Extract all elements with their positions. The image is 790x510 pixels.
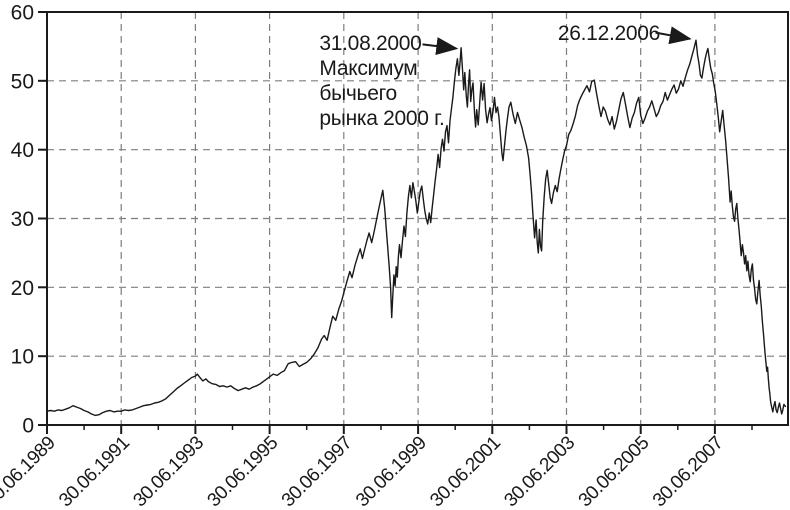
x-tick-label: 30.06.1993 — [129, 433, 208, 510]
y-tick-label: 30 — [11, 208, 34, 231]
x-tick-label: 30.06.1995 — [204, 433, 283, 510]
y-tick-label: 0 — [22, 415, 34, 438]
annotation-0-line-0: 31.08.2000 — [319, 32, 421, 55]
price-line — [46, 39, 787, 417]
x-tick-label: 30.06.1991 — [55, 433, 134, 510]
y-tick-label: 20 — [11, 277, 34, 300]
x-tick-label: 30.06.2003 — [500, 433, 579, 510]
annotation-1-arrow — [655, 26, 692, 45]
annotation-0-line-3: рынка 2000 г. — [319, 107, 444, 130]
annotation-1-line-0: 26.12.2006 — [558, 22, 660, 45]
x-tick-label: 30.06.2005 — [575, 433, 654, 510]
y-tick-label: 50 — [11, 70, 34, 93]
x-tick-label: 30.06.2007 — [649, 433, 728, 510]
annotation-0-line-2: бычьего — [319, 82, 396, 105]
x-tick-label: 30.06.1997 — [278, 433, 357, 510]
x-tick-label: 30.06.2001 — [426, 433, 505, 510]
y-tick-label: 60 — [11, 2, 34, 25]
x-tick-label: 30.06.1989 — [0, 433, 60, 510]
annotation-0-arrow — [422, 37, 459, 56]
x-tick-label: 30.06.1999 — [352, 433, 431, 510]
y-tick-label: 40 — [11, 139, 34, 162]
y-tick-label: 10 — [11, 346, 34, 369]
annotation-0-line-1: Максимум — [319, 57, 417, 80]
